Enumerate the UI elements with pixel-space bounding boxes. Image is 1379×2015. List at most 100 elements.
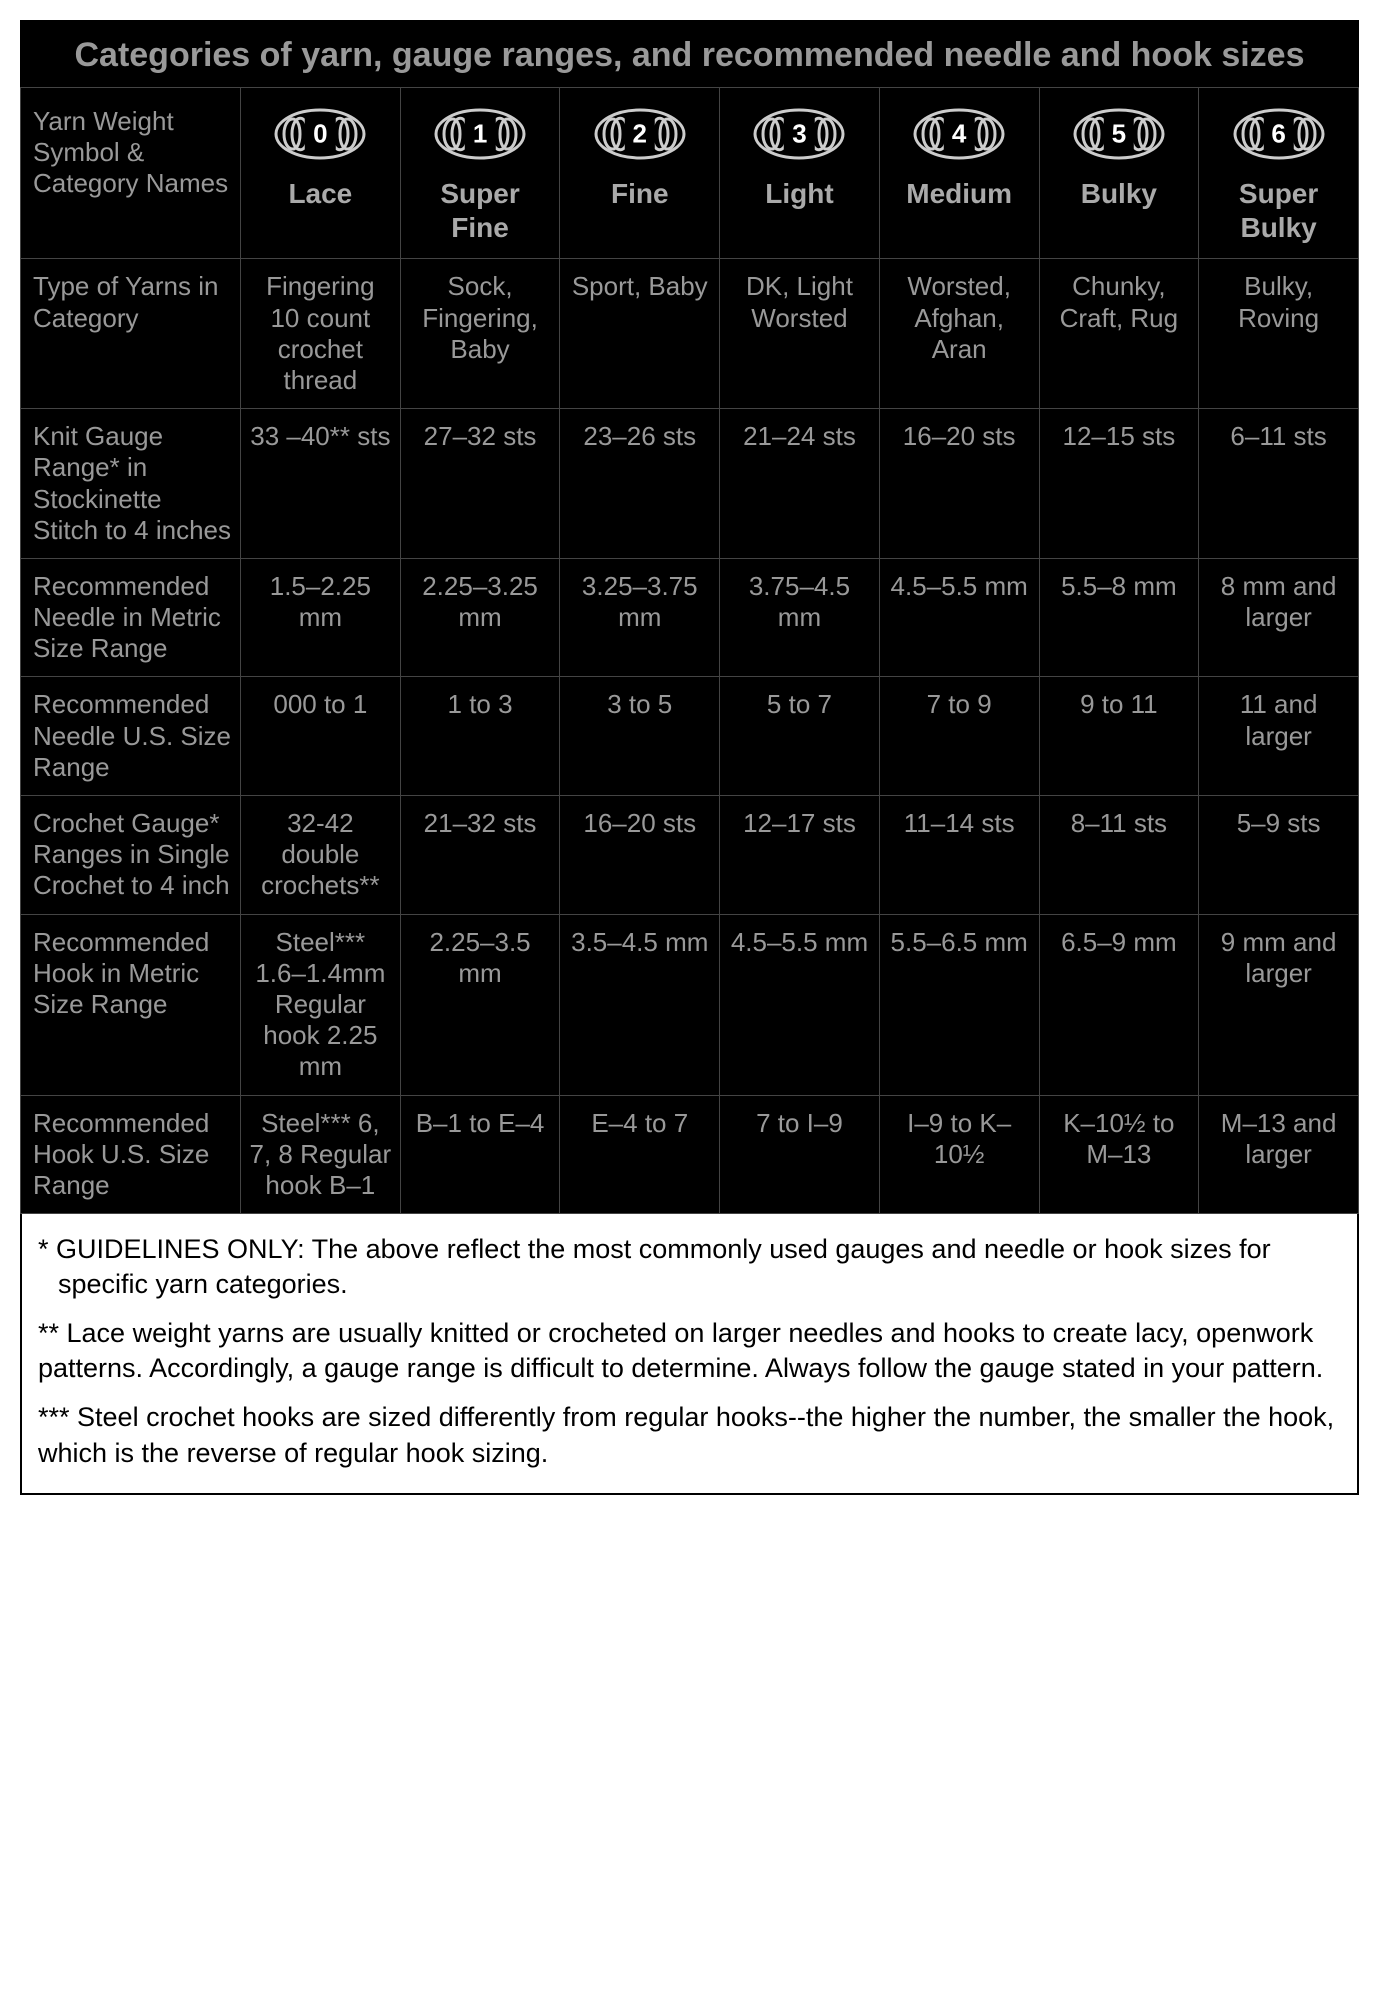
cell: 1 to 3 [400, 677, 560, 796]
cell: 4.5–5.5 mm [720, 914, 880, 1095]
table-row: Crochet Gauge* Ranges in Single Crochet … [21, 796, 1359, 915]
category-header-5: 5 Bulky [1039, 88, 1199, 259]
cell: I–9 to K–10½ [879, 1095, 1039, 1214]
table-row: Knit Gauge Range* in Stockinette Stitch … [21, 409, 1359, 559]
cell: 16–20 sts [879, 409, 1039, 559]
footnote: *** Steel crochet hooks are sized differ… [38, 1400, 1341, 1470]
yarn-symbol-icon: 2 [592, 106, 688, 162]
cell: 5–9 sts [1199, 796, 1359, 915]
category-header-0: 0 Lace [241, 88, 401, 259]
cell: 12–15 sts [1039, 409, 1199, 559]
cell: Sock, Fingering, Baby [400, 259, 560, 409]
yarn-symbol-icon: 6 [1231, 106, 1327, 162]
category-name: Bulky [1048, 177, 1191, 211]
category-header-2: 2 Fine [560, 88, 720, 259]
cell: 1.5–2.25 mm [241, 558, 401, 677]
cell: 3.25–3.75 mm [560, 558, 720, 677]
cell: Steel*** 1.6–1.4mm Regular hook 2.25 mm [241, 914, 401, 1095]
yarn-symbol-icon: 3 [751, 106, 847, 162]
cell: Bulky, Roving [1199, 259, 1359, 409]
row-label: Recommended Hook in Metric Size Range [21, 914, 241, 1095]
cell: 32-42 double crochets** [241, 796, 401, 915]
table-row: Recommended Hook U.S. Size RangeSteel***… [21, 1095, 1359, 1214]
category-name: Super Bulky [1207, 177, 1350, 244]
yarn-weight-chart: Categories of yarn, gauge ranges, and re… [20, 20, 1359, 1495]
yarn-weight-number: 6 [1263, 116, 1293, 151]
cell: 5.5–6.5 mm [879, 914, 1039, 1095]
category-header-6: 6 Super Bulky [1199, 88, 1359, 259]
yarn-weight-number: 1 [465, 116, 495, 151]
yarn-weight-number: 2 [625, 116, 655, 151]
cell: 11 and larger [1199, 677, 1359, 796]
cell: DK, Light Worsted [720, 259, 880, 409]
cell: 21–24 sts [720, 409, 880, 559]
table-row: Type of Yarns in CategoryFingering 10 co… [21, 259, 1359, 409]
category-header-3: 3 Light [720, 88, 880, 259]
footnotes: * GUIDELINES ONLY: The above reflect the… [20, 1214, 1359, 1495]
table-row: Recommended Needle in Metric Size Range1… [21, 558, 1359, 677]
yarn-table: Yarn Weight Symbol & Category Names 0 La… [20, 87, 1359, 1214]
category-name: Super Fine [409, 177, 552, 244]
category-name: Fine [568, 177, 711, 211]
cell: 12–17 sts [720, 796, 880, 915]
header-row: Yarn Weight Symbol & Category Names 0 La… [21, 88, 1359, 259]
yarn-weight-number: 5 [1104, 116, 1134, 151]
cell: Sport, Baby [560, 259, 720, 409]
cell: Worsted, Afghan, Aran [879, 259, 1039, 409]
cell: 2.25–3.5 mm [400, 914, 560, 1095]
cell: 27–32 sts [400, 409, 560, 559]
cell: 16–20 sts [560, 796, 720, 915]
category-name: Medium [888, 177, 1031, 211]
cell: 9 mm and larger [1199, 914, 1359, 1095]
yarn-symbol-icon: 5 [1071, 106, 1167, 162]
cell: 23–26 sts [560, 409, 720, 559]
cell: Fingering 10 count crochet thread [241, 259, 401, 409]
cell: B–1 to E–4 [400, 1095, 560, 1214]
row-label: Recommended Hook U.S. Size Range [21, 1095, 241, 1214]
category-header-1: 1 Super Fine [400, 88, 560, 259]
cell: 33 –40** sts [241, 409, 401, 559]
cell: 8 mm and larger [1199, 558, 1359, 677]
cell: M–13 and larger [1199, 1095, 1359, 1214]
cell: 3.75–4.5 mm [720, 558, 880, 677]
cell: 3.5–4.5 mm [560, 914, 720, 1095]
cell: 21–32 sts [400, 796, 560, 915]
row-label: Type of Yarns in Category [21, 259, 241, 409]
yarn-symbol-icon: 0 [272, 106, 368, 162]
row-label: Recommended Needle U.S. Size Range [21, 677, 241, 796]
category-name: Lace [249, 177, 392, 211]
category-header-4: 4 Medium [879, 88, 1039, 259]
table-row: Recommended Hook in Metric Size RangeSte… [21, 914, 1359, 1095]
cell: 5 to 7 [720, 677, 880, 796]
cell: 6.5–9 mm [1039, 914, 1199, 1095]
cell: 6–11 sts [1199, 409, 1359, 559]
cell: 4.5–5.5 mm [879, 558, 1039, 677]
chart-title: Categories of yarn, gauge ranges, and re… [20, 20, 1359, 87]
cell: Steel*** 6, 7, 8 Regular hook B–1 [241, 1095, 401, 1214]
cell: 7 to 9 [879, 677, 1039, 796]
cell: 2.25–3.25 mm [400, 558, 560, 677]
cell: 8–11 sts [1039, 796, 1199, 915]
cell: 5.5–8 mm [1039, 558, 1199, 677]
cell: 9 to 11 [1039, 677, 1199, 796]
footnote: ** Lace weight yarns are usually knitted… [38, 1316, 1341, 1386]
yarn-symbol-icon: 1 [432, 106, 528, 162]
yarn-symbol-icon: 4 [911, 106, 1007, 162]
yarn-weight-number: 4 [944, 116, 974, 151]
cell: 11–14 sts [879, 796, 1039, 915]
header-rowlabel: Yarn Weight Symbol & Category Names [21, 88, 241, 259]
row-label: Knit Gauge Range* in Stockinette Stitch … [21, 409, 241, 559]
yarn-weight-number: 3 [784, 116, 814, 151]
cell: E–4 to 7 [560, 1095, 720, 1214]
cell: 000 to 1 [241, 677, 401, 796]
cell: 7 to I–9 [720, 1095, 880, 1214]
category-name: Light [728, 177, 871, 211]
table-body: Type of Yarns in CategoryFingering 10 co… [21, 259, 1359, 1214]
cell: Chunky, Craft, Rug [1039, 259, 1199, 409]
cell: 3 to 5 [560, 677, 720, 796]
row-label: Recommended Needle in Metric Size Range [21, 558, 241, 677]
row-label: Crochet Gauge* Ranges in Single Crochet … [21, 796, 241, 915]
table-row: Recommended Needle U.S. Size Range000 to… [21, 677, 1359, 796]
footnote: * GUIDELINES ONLY: The above reflect the… [38, 1232, 1341, 1302]
yarn-weight-number: 0 [305, 116, 335, 151]
